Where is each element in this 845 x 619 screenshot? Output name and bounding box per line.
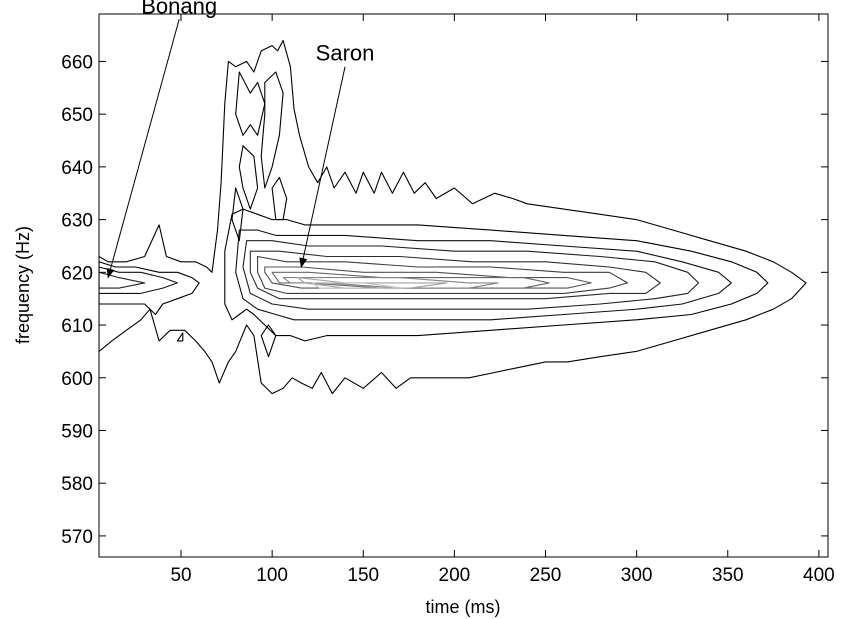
y-tick-label: 610 bbox=[61, 316, 93, 337]
contour-line-2 bbox=[99, 261, 200, 316]
contour-line-19 bbox=[271, 176, 288, 221]
contour-line-3 bbox=[99, 266, 178, 294]
contour-lines bbox=[99, 39, 807, 395]
contour-line-14 bbox=[311, 282, 404, 289]
x-tick-label: 300 bbox=[621, 565, 653, 586]
contour-line-8 bbox=[249, 250, 661, 300]
contour-line-20 bbox=[260, 324, 277, 358]
contour-line-4 bbox=[99, 271, 146, 289]
y-tick-label: 590 bbox=[61, 421, 93, 442]
y-axis: 570 580 590 600 610 620 630 640 650 660 bbox=[61, 52, 828, 548]
plot-area bbox=[98, 13, 829, 558]
x-axis-label: time (ms) bbox=[426, 597, 501, 617]
contour-line-15 bbox=[235, 71, 266, 136]
x-tick-label: 50 bbox=[170, 565, 191, 586]
contour-line-17 bbox=[260, 71, 284, 189]
y-tick-label: 600 bbox=[61, 369, 93, 390]
contour-line-16 bbox=[238, 145, 259, 210]
y-tick-label: 620 bbox=[61, 263, 93, 284]
x-tick-label: 150 bbox=[347, 565, 379, 586]
y-tick-label: 640 bbox=[61, 158, 93, 179]
contour-line-5 bbox=[224, 208, 769, 342]
y-tick-label: 660 bbox=[61, 52, 93, 73]
contour-line-7 bbox=[242, 240, 700, 310]
y-tick-label: 650 bbox=[61, 105, 93, 126]
x-tick-label: 200 bbox=[439, 565, 471, 586]
contour-line-18 bbox=[231, 187, 244, 242]
x-tick-label: 350 bbox=[712, 565, 744, 586]
annotations: Bonang Saron bbox=[106, 0, 375, 279]
bonang-arrow bbox=[106, 19, 180, 279]
y-tick-label: 630 bbox=[61, 211, 93, 232]
x-axis: 50 100 150 200 250 300 350 400 bbox=[170, 14, 835, 586]
y-tick-label: 570 bbox=[61, 527, 93, 548]
x-tick-label: 400 bbox=[803, 565, 835, 586]
contour-line-1 bbox=[99, 39, 807, 395]
y-tick-label: 580 bbox=[61, 474, 93, 495]
contour-line-9 bbox=[257, 255, 629, 294]
x-tick-label: 250 bbox=[530, 565, 562, 586]
x-tick-label: 100 bbox=[256, 565, 288, 586]
saron-arrow bbox=[299, 66, 346, 269]
saron-annotation-label: Saron bbox=[316, 41, 375, 66]
bonang-annotation-label: Bonang bbox=[141, 0, 217, 18]
y-axis-label: frequency (Hz) bbox=[13, 226, 33, 344]
contour-line-10 bbox=[264, 266, 592, 289]
contour-line-6 bbox=[235, 229, 732, 321]
contour-line-21 bbox=[176, 332, 184, 342]
